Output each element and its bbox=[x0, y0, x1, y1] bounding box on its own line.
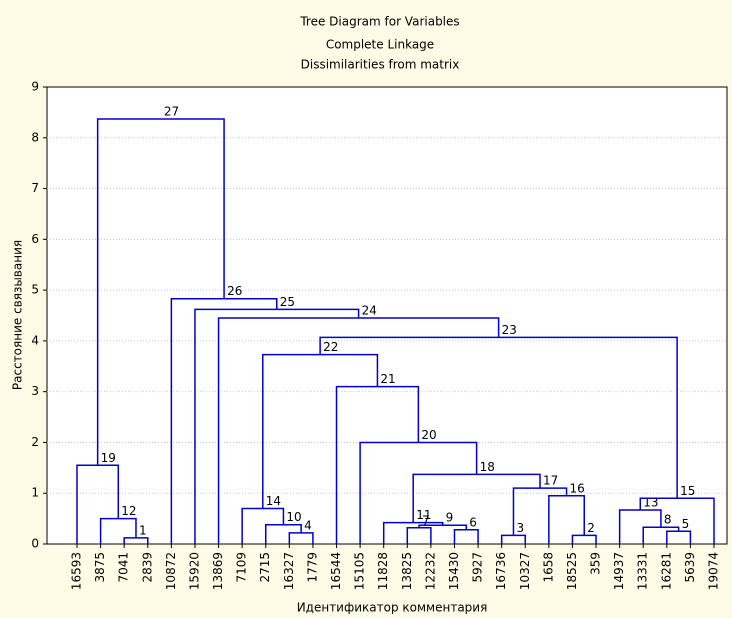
node-label: 15 bbox=[680, 484, 695, 498]
node-label: 16 bbox=[570, 481, 585, 495]
x-tick-label: 16736 bbox=[494, 552, 508, 590]
node-label: 25 bbox=[280, 295, 295, 309]
x-tick-label: 2839 bbox=[140, 552, 154, 583]
y-tick-label: 7 bbox=[31, 181, 39, 195]
node-label: 27 bbox=[164, 104, 179, 118]
dendrogram-link bbox=[217, 317, 500, 544]
x-tick-label: 7041 bbox=[117, 552, 131, 583]
y-tick-label: 1 bbox=[31, 486, 39, 500]
dendrogram-link bbox=[666, 530, 692, 544]
plot-area bbox=[46, 86, 728, 545]
node-label: 26 bbox=[227, 284, 242, 298]
x-tick-label: 15430 bbox=[447, 552, 461, 590]
x-tick-label: 13869 bbox=[211, 552, 225, 590]
dendrogram-link bbox=[96, 118, 225, 466]
x-tick-label: 16544 bbox=[329, 552, 343, 590]
x-tick-label: 11828 bbox=[376, 552, 390, 590]
x-tick-label: 15105 bbox=[353, 552, 367, 590]
x-tick-label: 18525 bbox=[565, 552, 579, 590]
y-tick-label: 2 bbox=[31, 435, 39, 449]
y-tick-label: 4 bbox=[31, 333, 39, 347]
y-tick-label: 6 bbox=[31, 232, 39, 246]
dendrogram-link bbox=[500, 534, 527, 544]
chart-subtitle: Complete Linkage bbox=[326, 38, 434, 52]
node-label: 10 bbox=[286, 510, 301, 524]
x-tick-label: 13825 bbox=[400, 552, 414, 590]
node-label: 12 bbox=[121, 504, 136, 518]
node-label: 8 bbox=[664, 513, 672, 527]
dendrogram-link bbox=[288, 532, 314, 544]
dendrogram-link bbox=[335, 385, 420, 544]
dendrogram-link bbox=[241, 507, 285, 544]
y-tick-label: 0 bbox=[31, 537, 39, 551]
node-label: 19 bbox=[101, 451, 116, 465]
x-tick-label: 7109 bbox=[235, 552, 249, 583]
node-label: 22 bbox=[323, 340, 338, 354]
x-tick-label: 19074 bbox=[707, 552, 721, 590]
node-label: 1 bbox=[139, 523, 147, 537]
y-tick-label: 9 bbox=[31, 80, 39, 94]
x-tick-label: 13331 bbox=[636, 552, 650, 590]
node-label: 18 bbox=[480, 460, 495, 474]
node-label: 24 bbox=[362, 304, 377, 318]
x-tick-label: 12232 bbox=[423, 552, 437, 590]
x-axis-label: Идентификатор комментария bbox=[297, 601, 488, 615]
y-tick-label: 5 bbox=[31, 283, 39, 297]
node-label: 23 bbox=[502, 323, 517, 337]
dendrogram-link bbox=[571, 534, 597, 544]
node-label: 21 bbox=[380, 372, 395, 386]
dendrogram-link bbox=[262, 353, 379, 509]
node-label: 6 bbox=[469, 515, 477, 529]
chart-title: Tree Diagram for Variables bbox=[299, 15, 459, 29]
node-label: 11 bbox=[416, 508, 431, 522]
node-label: 17 bbox=[543, 474, 558, 488]
x-tick-label: 1658 bbox=[541, 552, 555, 583]
x-tick-label: 10327 bbox=[518, 552, 532, 590]
node-label: 14 bbox=[266, 494, 281, 508]
dendrogram-link bbox=[123, 537, 149, 544]
x-tick-label: 3875 bbox=[93, 552, 107, 583]
x-tick-label: 16281 bbox=[659, 552, 673, 590]
x-tick-label: 16593 bbox=[70, 552, 84, 590]
dendrogram-link bbox=[618, 509, 662, 544]
y-tick-label: 8 bbox=[31, 130, 39, 144]
x-tick-label: 16327 bbox=[282, 552, 296, 590]
x-tick-label: 15920 bbox=[187, 552, 201, 590]
x-tick-label: 14937 bbox=[612, 552, 626, 590]
y-tick-label: 3 bbox=[31, 384, 39, 398]
dendrogram-link bbox=[194, 308, 360, 544]
node-label: 9 bbox=[446, 511, 454, 525]
x-tick-label: 5927 bbox=[471, 552, 485, 583]
x-tick-label: 5639 bbox=[683, 552, 697, 583]
node-label: 20 bbox=[421, 428, 436, 442]
y-axis-label: Расстояние связывания bbox=[11, 240, 25, 390]
node-label: 3 bbox=[516, 521, 524, 535]
x-tick-label: 10872 bbox=[164, 552, 178, 590]
node-label: 7 bbox=[422, 513, 430, 527]
chart-subtitle: Dissimilarities from matrix bbox=[301, 58, 460, 72]
x-tick-label: 359 bbox=[589, 552, 603, 575]
x-tick-label: 1779 bbox=[305, 552, 319, 583]
node-label: 2 bbox=[587, 521, 595, 535]
x-tick-label: 2715 bbox=[258, 552, 272, 583]
node-label: 4 bbox=[304, 518, 312, 532]
node-label: 5 bbox=[682, 517, 690, 531]
